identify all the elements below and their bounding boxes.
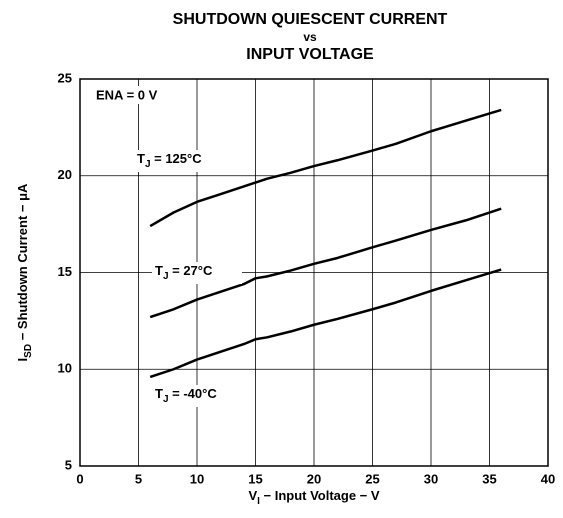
series-label: TJ = 27°C	[155, 263, 213, 281]
x-tick-label: 10	[190, 471, 204, 486]
x-tick-label: 30	[424, 471, 438, 486]
y-axis-label-sub: SD	[23, 344, 34, 358]
y-axis-label: ISD − Shutdown Current − μA	[15, 183, 33, 361]
x-axis-label-rest: − Input Voltage − V	[260, 488, 380, 503]
y-tick-label: 5	[65, 457, 72, 472]
y-tick-label: 20	[58, 167, 72, 182]
series-label-bg	[152, 262, 242, 284]
series-label-sub: J	[163, 271, 169, 282]
series-label-sub: J	[163, 394, 169, 405]
series-label-bg	[134, 150, 224, 172]
y-tick-label: 15	[58, 264, 72, 279]
series-label-rest: = -40°C	[169, 386, 218, 401]
chart-title: SHUTDOWN QUIESCENT CURRENT	[173, 11, 448, 28]
series-label: TJ = 125°C	[137, 151, 202, 169]
x-axis-label-sub: I	[257, 496, 260, 507]
series-line	[149, 268, 502, 379]
y-tick-label: 10	[58, 361, 72, 376]
x-tick-label: 0	[76, 471, 83, 486]
series-label-main: T	[155, 263, 163, 278]
annotation-bg	[92, 86, 162, 104]
x-tick-label: 20	[307, 471, 321, 486]
y-axis-label-main: I	[15, 358, 30, 362]
x-tick-label: 15	[248, 471, 262, 486]
x-axis-label: VI − Input Voltage − V	[248, 488, 379, 506]
x-tick-label: 40	[541, 471, 555, 486]
plot-frame	[79, 78, 549, 467]
chart-title: INPUT VOLTAGE	[246, 46, 374, 63]
x-tick-label: 5	[135, 471, 142, 486]
x-tick-label: 25	[365, 471, 379, 486]
series-label-rest: = 27°C	[169, 263, 213, 278]
x-tick-label: 35	[482, 471, 496, 486]
series-line	[149, 108, 502, 228]
y-tick-label: 25	[58, 70, 72, 85]
chart-title: vs	[303, 30, 317, 44]
x-axis-label-main: V	[248, 488, 257, 503]
annotation: ENA = 0 V	[96, 87, 158, 102]
y-axis-label-rest: − Shutdown Current − μA	[15, 183, 30, 344]
series-label-main: T	[155, 386, 163, 401]
series-label-main: T	[137, 151, 145, 166]
series-line	[149, 207, 502, 319]
series-label-rest: = 125°C	[151, 151, 203, 166]
series-label-bg	[152, 385, 242, 407]
series-label: TJ = -40°C	[155, 386, 217, 404]
series-label-sub: J	[145, 159, 151, 170]
